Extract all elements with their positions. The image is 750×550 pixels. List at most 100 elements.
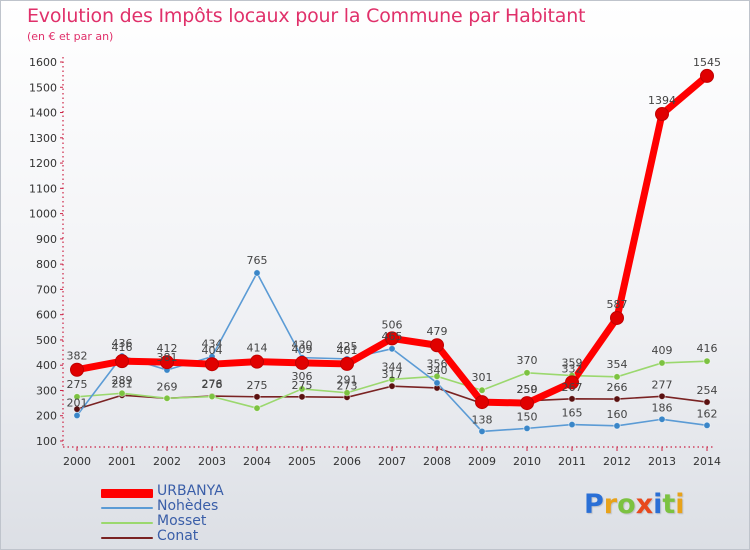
y-tick-label: 100	[36, 435, 57, 448]
data-point-nohdes	[703, 421, 711, 429]
x-tick-label: 2001	[108, 455, 136, 468]
y-tick-label: 1500	[29, 81, 57, 94]
data-point-mosset	[208, 392, 216, 401]
x-tick-label: 2003	[198, 455, 226, 468]
data-label-urbanya: 414	[247, 342, 268, 355]
data-label-mosset: 301	[472, 371, 493, 384]
data-point-mosset	[298, 385, 306, 393]
series-markers	[70, 68, 714, 435]
legend-swatch-urbanya	[101, 489, 153, 498]
logo-letter: i	[675, 489, 685, 520]
data-point-nohdes	[253, 269, 261, 277]
data-label-urbanya: 479	[427, 325, 448, 338]
data-label-mosset: 409	[652, 344, 673, 357]
y-tick-label: 1300	[29, 132, 57, 145]
legend-label-conat: Conat	[157, 528, 199, 544]
data-label-conat: 266	[607, 381, 628, 394]
data-label-nohdes: 138	[472, 413, 493, 426]
data-label-nohdes: 381	[157, 351, 178, 364]
data-label-mosset: 370	[517, 354, 538, 367]
data-label-urbanya: 332	[562, 362, 583, 375]
data-label-urbanya: 382	[67, 350, 88, 363]
data-point-urbanya	[295, 355, 309, 370]
logo-letter: r	[603, 489, 618, 520]
x-tick-label: 2006	[333, 455, 361, 468]
data-label-urbanya: 506	[382, 318, 403, 331]
data-label-mosset: 354	[607, 358, 628, 371]
data-label-nohdes: 436	[112, 337, 133, 350]
data-point-mosset	[388, 375, 396, 383]
data-point-nohdes	[73, 411, 81, 420]
data-point-urbanya	[700, 68, 714, 83]
data-point-urbanya	[385, 331, 399, 346]
data-point-urbanya	[565, 375, 579, 390]
data-point-urbanya	[520, 396, 534, 411]
y-tick-label: 1400	[29, 107, 57, 120]
data-label-conat: 269	[157, 380, 178, 393]
data-point-conat	[658, 392, 666, 400]
legend-swatch-mosset	[101, 522, 153, 524]
data-point-urbanya	[205, 357, 219, 372]
data-point-mosset	[703, 357, 711, 365]
data-point-nohdes	[478, 427, 486, 435]
y-tick-label: 300	[36, 384, 57, 397]
data-label-urbanya: 401	[337, 344, 358, 357]
data-label-mosset: 289	[112, 374, 133, 387]
data-point-mosset	[253, 404, 261, 412]
data-label-nohdes: 160	[607, 408, 628, 421]
y-tick-label: 200	[36, 410, 57, 423]
data-label-conat: 254	[697, 384, 718, 397]
data-label-conat: 275	[247, 379, 268, 392]
data-point-conat	[703, 398, 711, 406]
data-label-conat: 259	[517, 383, 538, 396]
legend-label-urbanya: URBANYA	[157, 483, 224, 499]
x-tick-label: 2014	[693, 455, 721, 468]
x-tick-label: 2011	[558, 455, 586, 468]
data-label-urbanya: 587	[607, 298, 628, 311]
x-tick-label: 2004	[243, 455, 271, 468]
data-label-mosset: 291	[337, 374, 358, 387]
data-point-urbanya	[340, 356, 354, 371]
data-point-urbanya	[160, 355, 174, 370]
axes: 100 200 300 400 500 600 700 800 900 1000 1100 1200 1…	[29, 56, 721, 468]
data-label-mosset: 276	[202, 378, 223, 391]
data-point-conat	[568, 395, 576, 403]
y-tick-label: 600	[36, 309, 57, 322]
data-point-urbanya	[430, 338, 444, 353]
data-label-urbanya: 250	[517, 383, 538, 396]
data-point-mosset	[118, 389, 126, 397]
data-point-urbanya	[655, 107, 669, 122]
data-point-conat	[298, 393, 306, 401]
x-tick-label: 2013	[648, 455, 676, 468]
data-label-urbanya: 1394	[648, 94, 676, 107]
logo-letter: P	[584, 489, 604, 520]
data-label-nohdes: 150	[517, 410, 538, 423]
x-tick-label: 2000	[63, 455, 91, 468]
data-point-urbanya	[70, 362, 84, 377]
x-tick-label: 2008	[423, 455, 451, 468]
legend-swatch-nohedes	[101, 507, 153, 509]
data-label-urbanya: 1545	[693, 56, 721, 69]
x-tick-label: 2005	[288, 455, 316, 468]
data-point-conat	[253, 393, 261, 401]
y-tick-label: 1600	[29, 56, 57, 69]
data-point-conat	[388, 382, 396, 390]
data-point-nohdes	[658, 415, 666, 423]
chart-subtitle: (en € et par an)	[27, 30, 114, 43]
data-label-mosset: 356	[427, 357, 448, 370]
data-point-mosset	[523, 369, 531, 377]
data-label-nohdes: 765	[247, 254, 268, 267]
data-label-nohdes: 465	[382, 330, 403, 343]
data-label-mosset: 275	[67, 378, 88, 391]
data-point-mosset	[478, 386, 486, 394]
data-label-nohdes: 162	[697, 407, 718, 420]
y-tick-label: 1100	[29, 182, 57, 195]
y-tick-label: 1000	[29, 208, 57, 221]
y-tick-label: 800	[36, 258, 57, 271]
data-label-urbanya: 416	[112, 341, 133, 354]
logo-letter: x	[635, 489, 654, 520]
data-point-nohdes	[388, 345, 396, 353]
data-label-conat: 275	[292, 379, 313, 392]
